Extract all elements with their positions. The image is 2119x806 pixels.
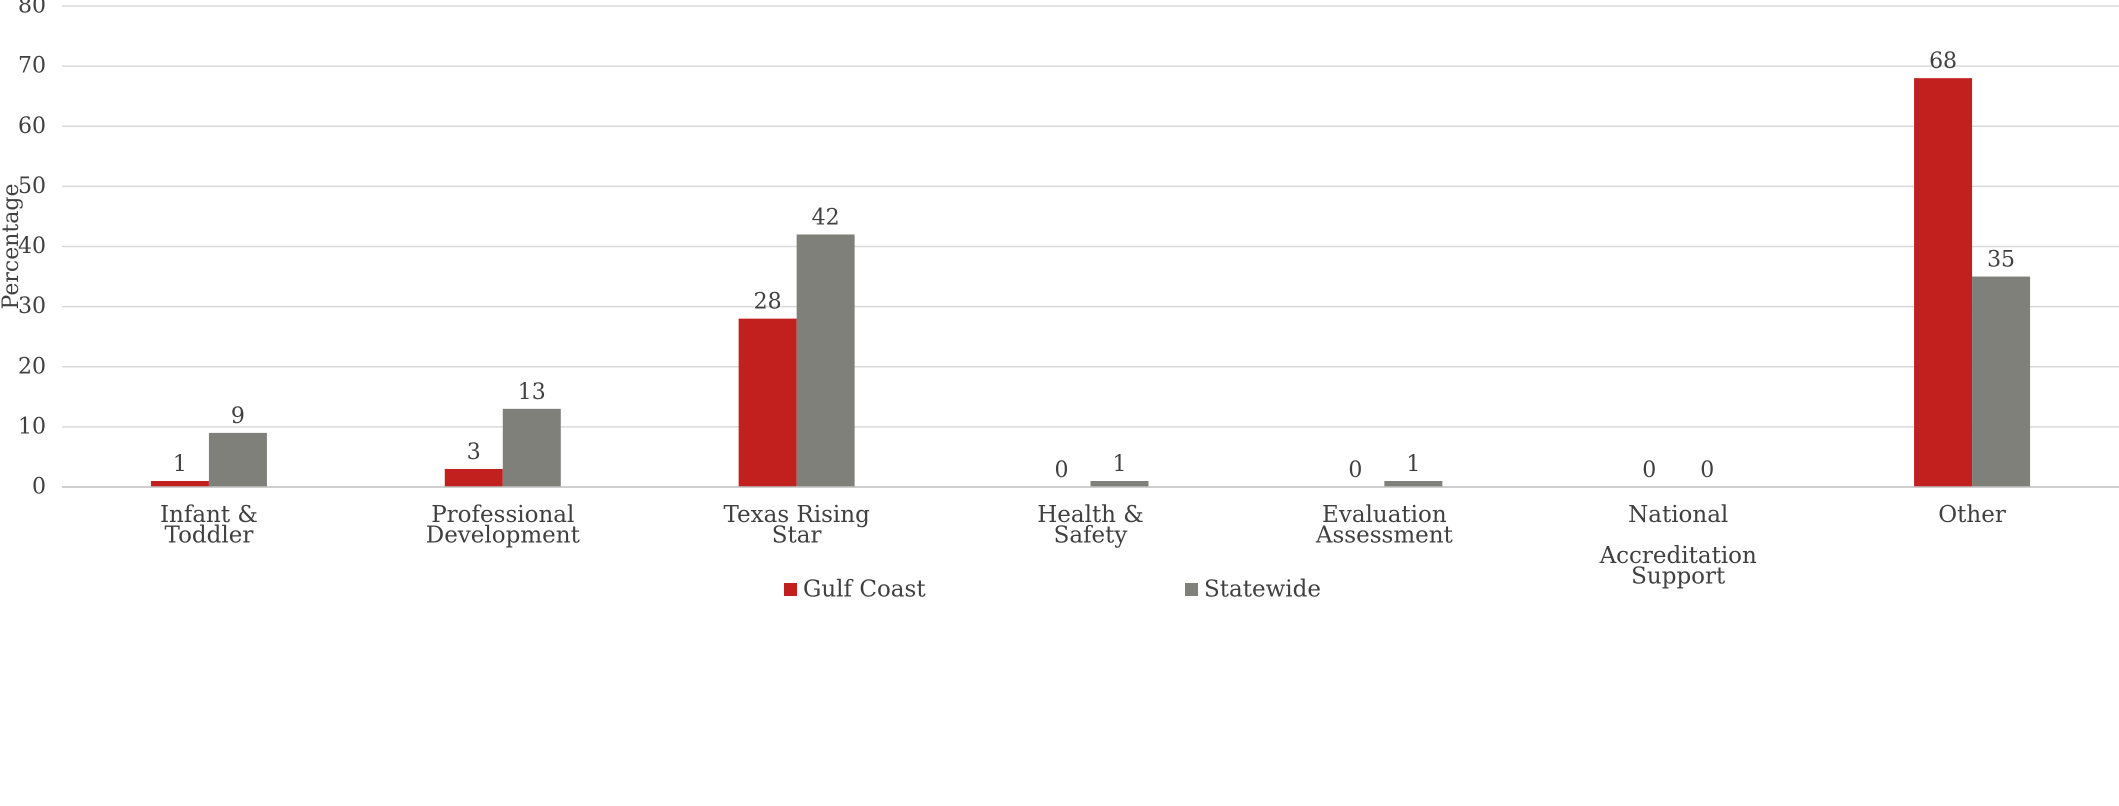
y-axis-ticks: 0 10 20 30 40 50 60 70 80 xyxy=(18,0,46,500)
y-tick-label: 40 xyxy=(18,234,46,259)
x-category-label: Support xyxy=(1631,564,1726,590)
data-label: 28 xyxy=(754,290,782,315)
x-category-label: Safety xyxy=(1054,523,1128,549)
y-axis-title: Percentage xyxy=(0,184,24,310)
bar-gulf-coast xyxy=(738,318,797,487)
x-category-label: Accreditation xyxy=(1599,543,1757,569)
bar-statewide xyxy=(502,408,561,487)
bar-statewide xyxy=(796,234,855,487)
bar-gulf-coast xyxy=(150,480,209,487)
legend: Gulf Coast Statewide xyxy=(784,577,1321,603)
bar-statewide xyxy=(208,432,267,487)
x-category-label: Other xyxy=(1938,502,2006,528)
bars xyxy=(150,78,2031,488)
data-label: 1 xyxy=(1406,452,1420,477)
x-category-label: Toddler xyxy=(165,523,254,549)
x-category-label: Professional xyxy=(431,502,574,528)
data-label: 1 xyxy=(173,452,187,477)
y-tick-label: 30 xyxy=(18,294,46,319)
data-label: 0 xyxy=(1348,458,1362,483)
x-category-label: Evaluation xyxy=(1322,502,1447,528)
legend-label: Gulf Coast xyxy=(803,577,926,603)
y-tick-label: 10 xyxy=(18,414,46,439)
y-tick-label: 50 xyxy=(18,174,46,199)
data-label: 3 xyxy=(467,440,481,465)
x-category-label: Star xyxy=(772,523,822,549)
y-tick-label: 0 xyxy=(32,475,46,500)
data-label: 0 xyxy=(1700,458,1714,483)
y-tick-label: 70 xyxy=(18,54,46,79)
x-category-label: Texas Rising xyxy=(723,502,870,528)
x-category-label: Health & xyxy=(1037,502,1144,528)
x-category-label: National xyxy=(1628,502,1728,528)
bar-statewide xyxy=(1972,276,2031,487)
data-label: 13 xyxy=(518,380,546,405)
y-tick-label: 60 xyxy=(18,114,46,139)
data-label: 68 xyxy=(1929,49,1957,74)
data-label: 0 xyxy=(1055,458,1069,483)
y-tick-label: 80 xyxy=(18,0,46,19)
bar-gulf-coast xyxy=(444,468,503,487)
data-label: 0 xyxy=(1642,458,1656,483)
bar-gulf-coast xyxy=(1914,78,1973,488)
data-label: 1 xyxy=(1113,452,1127,477)
x-category-label: Assessment xyxy=(1315,523,1454,549)
legend-swatch xyxy=(784,583,797,596)
x-category-label: Development xyxy=(426,523,581,549)
legend-swatch xyxy=(1185,583,1198,596)
gridlines xyxy=(62,5,2119,428)
y-tick-label: 20 xyxy=(18,354,46,379)
bar-statewide xyxy=(1384,480,1443,487)
data-label: 9 xyxy=(231,404,245,429)
bar-statewide xyxy=(1090,480,1149,487)
x-category-label: Infant & xyxy=(160,502,258,528)
data-label: 42 xyxy=(812,205,840,230)
data-label: 35 xyxy=(1987,248,2015,273)
legend-label: Statewide xyxy=(1204,577,1321,603)
